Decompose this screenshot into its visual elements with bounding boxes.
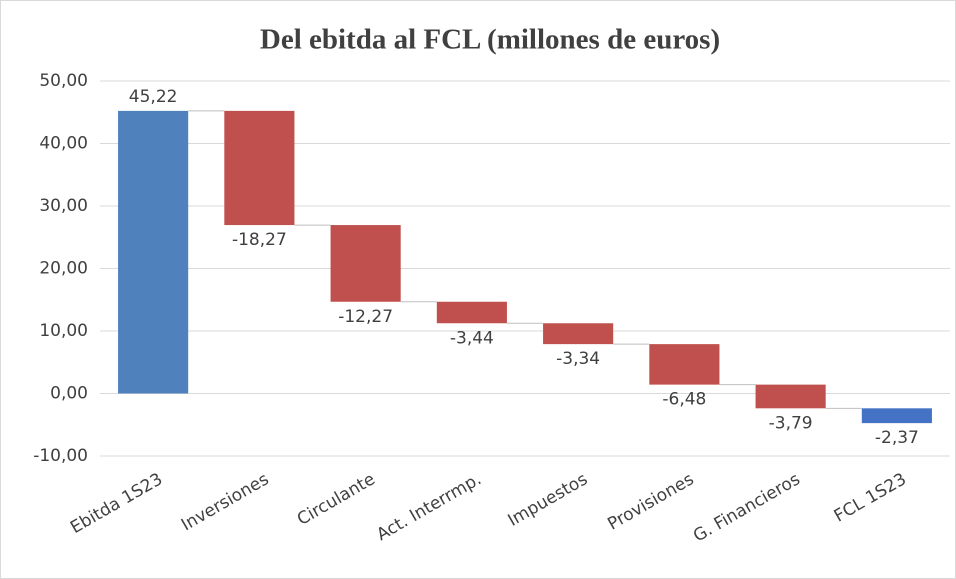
- data-label: -3,34: [556, 349, 600, 369]
- bar: [649, 344, 720, 385]
- y-tick-label: 0,00: [50, 384, 88, 404]
- bar: [224, 110, 295, 226]
- data-label: -3,79: [769, 413, 813, 433]
- bar: [543, 323, 614, 345]
- bar: [755, 384, 826, 409]
- y-tick-label: 10,00: [39, 321, 88, 341]
- data-label: -3,44: [450, 328, 494, 348]
- chart-title: Del ebitda al FCL (millones de euros): [260, 24, 720, 56]
- bar: [861, 408, 932, 424]
- data-label: -12,27: [338, 307, 393, 327]
- bar: [436, 301, 507, 324]
- y-tick-label: -10,00: [33, 446, 88, 466]
- y-tick-label: 20,00: [39, 259, 88, 279]
- y-tick-label: 40,00: [39, 134, 88, 154]
- data-label: 45,22: [129, 87, 178, 107]
- y-tick-label: 50,00: [39, 71, 88, 91]
- bar: [330, 225, 401, 302]
- bar: [118, 110, 189, 394]
- y-tick-label: 30,00: [39, 196, 88, 216]
- data-label: -2,37: [875, 428, 919, 448]
- data-label: -6,48: [662, 390, 706, 410]
- data-label: -18,27: [232, 230, 287, 250]
